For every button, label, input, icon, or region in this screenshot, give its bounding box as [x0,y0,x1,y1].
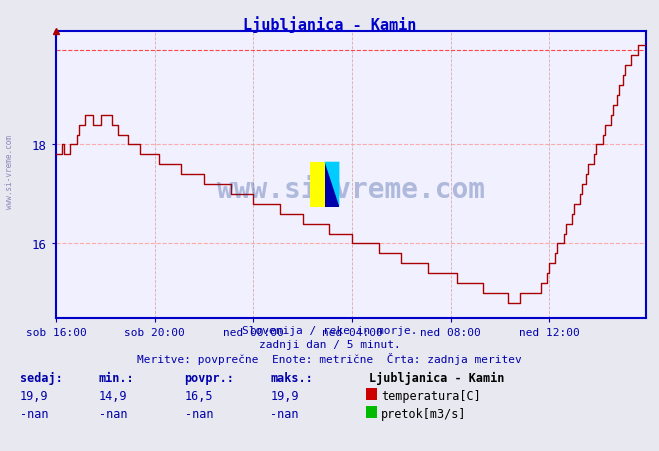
Text: 19,9: 19,9 [20,389,48,402]
Text: povpr.:: povpr.: [185,371,235,384]
Text: 14,9: 14,9 [99,389,127,402]
Text: 16,5: 16,5 [185,389,213,402]
Text: -nan: -nan [99,407,127,420]
Text: zadnji dan / 5 minut.: zadnji dan / 5 minut. [258,339,401,349]
Text: maks.:: maks.: [270,371,313,384]
Text: 19,9: 19,9 [270,389,299,402]
Text: min.:: min.: [99,371,134,384]
Text: www.si-vreme.com: www.si-vreme.com [217,175,485,203]
Text: -nan: -nan [20,407,48,420]
Text: Meritve: povprečne  Enote: metrične  Črta: zadnja meritev: Meritve: povprečne Enote: metrične Črta:… [137,353,522,365]
Text: www.si-vreme.com: www.si-vreme.com [5,134,14,208]
Text: pretok[m3/s]: pretok[m3/s] [381,407,467,420]
Text: Ljubljanica - Kamin: Ljubljanica - Kamin [243,16,416,32]
Text: -nan: -nan [270,407,299,420]
Text: temperatura[C]: temperatura[C] [381,389,480,402]
Text: Slovenija / reke in morje.: Slovenija / reke in morje. [242,326,417,336]
Text: -nan: -nan [185,407,213,420]
Text: sedaj:: sedaj: [20,371,63,384]
Text: Ljubljanica - Kamin: Ljubljanica - Kamin [369,371,504,384]
